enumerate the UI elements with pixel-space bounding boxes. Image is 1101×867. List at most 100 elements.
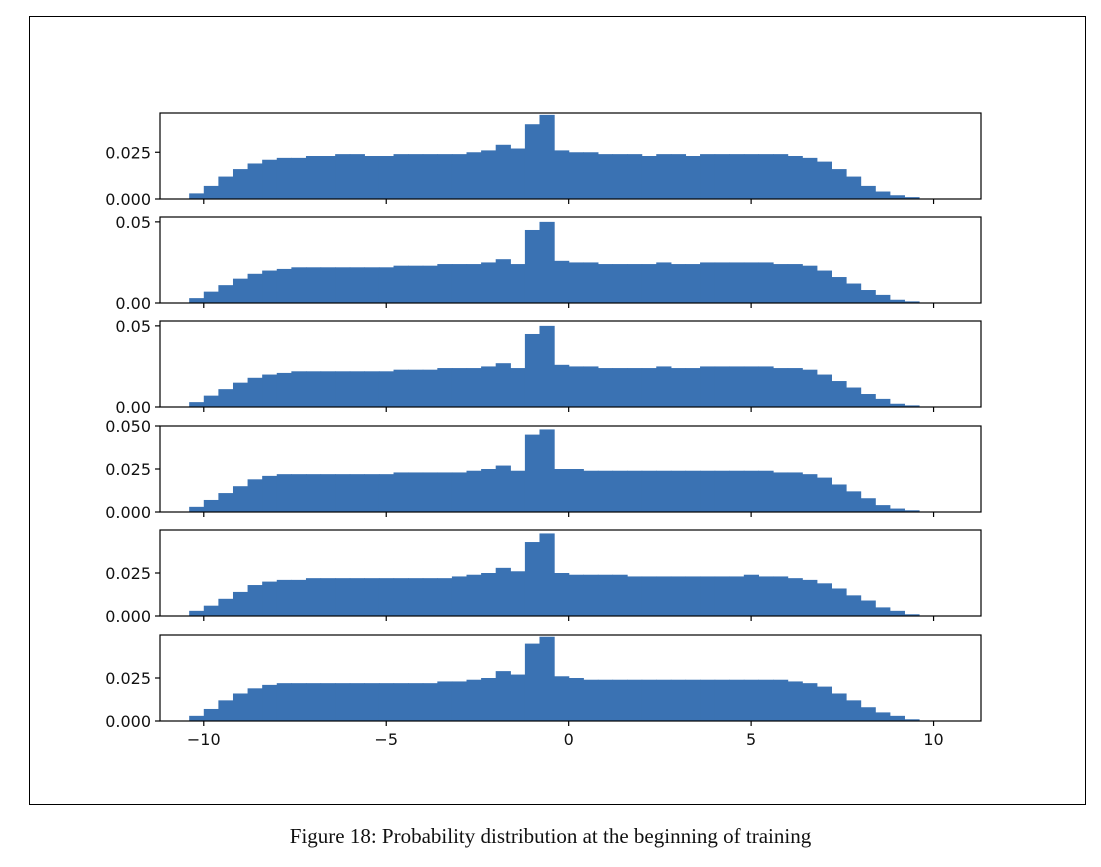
histogram-bar xyxy=(247,163,263,199)
histogram-bar xyxy=(612,679,628,721)
histogram-bar xyxy=(189,193,205,199)
histogram-bar xyxy=(232,382,249,407)
histogram-bar xyxy=(627,154,643,199)
histogram-bar xyxy=(495,363,511,407)
histogram-bar xyxy=(554,573,570,616)
y-tick-label: 0.00 xyxy=(115,294,151,313)
x-tick-label: −5 xyxy=(374,730,398,749)
histogram-bar xyxy=(758,154,774,199)
histogram-bar xyxy=(845,491,862,512)
histogram-bar xyxy=(597,574,614,616)
histogram-bar xyxy=(860,707,876,721)
histogram-bar xyxy=(291,474,307,512)
histogram-bar xyxy=(524,124,541,199)
histogram-bar xyxy=(670,154,687,199)
y-tick-label: 0.000 xyxy=(105,607,151,626)
histogram-bar xyxy=(189,715,205,721)
y-tick-label: 0.025 xyxy=(105,564,151,583)
histogram-bar xyxy=(787,264,803,303)
histogram-bar xyxy=(408,154,424,199)
histogram-bar xyxy=(860,290,876,303)
histogram-bar xyxy=(481,678,497,721)
histogram-bar xyxy=(758,366,774,407)
histogram-bar xyxy=(305,474,322,512)
histogram-bar xyxy=(758,576,774,616)
histogram-bar xyxy=(685,264,701,303)
histogram-bar xyxy=(802,474,818,512)
histogram-bar xyxy=(875,607,891,616)
histogram-bar xyxy=(393,472,409,512)
histogram-bar xyxy=(860,498,876,512)
histogram-bar xyxy=(700,154,716,199)
histogram-bar xyxy=(554,150,570,199)
histogram-bar xyxy=(714,154,730,199)
histogram-bar xyxy=(554,364,570,407)
histogram-bar xyxy=(422,472,438,512)
histogram-bar xyxy=(393,154,409,199)
histogram-bar xyxy=(510,470,526,512)
histogram-bar xyxy=(218,700,234,721)
histogram-bar xyxy=(393,265,409,303)
histogram-bar xyxy=(845,176,862,199)
histogram-bar xyxy=(729,154,745,199)
histogram-bar xyxy=(422,578,438,616)
y-tick-label: 0.05 xyxy=(115,317,151,336)
histogram-bar xyxy=(583,470,599,512)
histogram-bar xyxy=(539,114,555,199)
histogram-bar xyxy=(495,465,511,512)
histogram-bar xyxy=(364,371,380,407)
histogram-bar xyxy=(568,678,584,721)
histogram-bar xyxy=(627,679,643,721)
axes-frame xyxy=(159,216,982,304)
histogram-bar xyxy=(904,614,920,616)
histogram-bar xyxy=(860,394,876,407)
histogram-bar xyxy=(422,683,438,721)
histogram-bar xyxy=(524,542,541,616)
histogram-bar xyxy=(291,371,307,407)
histogram-bar xyxy=(524,434,541,512)
histogram-bar xyxy=(802,265,818,303)
histogram-bar xyxy=(466,152,482,199)
histogram-bar xyxy=(276,268,292,303)
histogram-bar xyxy=(408,369,424,407)
y-tick-label: 0.000 xyxy=(105,503,151,522)
panel-3: 0.00 0.05 xyxy=(115,317,982,417)
panel-6: −10 −5 0 5 10 0.000 0.025 xyxy=(105,634,982,749)
histogram-bar xyxy=(451,472,468,512)
histogram-bar xyxy=(758,679,774,721)
histogram-bar xyxy=(247,479,263,512)
histogram-bar xyxy=(262,581,278,616)
histogram-bar xyxy=(378,578,395,616)
histogram-bar xyxy=(481,573,497,616)
histogram-bar xyxy=(422,369,438,407)
histogram-bar xyxy=(495,671,511,721)
y-tick-label: 0.025 xyxy=(105,460,151,479)
histogram-bar xyxy=(729,576,745,616)
histogram-bar xyxy=(773,576,789,616)
histogram-bar xyxy=(218,598,234,616)
histogram-bar xyxy=(787,681,803,721)
histogram-bar xyxy=(831,277,847,303)
histogram-bar xyxy=(656,470,672,512)
histogram-bar xyxy=(510,674,526,721)
histogram-bar xyxy=(466,574,482,616)
histogram-bar xyxy=(612,574,628,616)
histogram-bar xyxy=(641,470,657,512)
histogram-bar xyxy=(627,264,643,303)
histogram-bar xyxy=(262,475,278,512)
histogram-bar xyxy=(481,150,497,199)
histogram-bar xyxy=(700,679,716,721)
x-tick-label: 5 xyxy=(746,730,756,749)
histogram-bar xyxy=(524,229,541,303)
histogram-bar xyxy=(422,154,438,199)
histogram-bar xyxy=(349,267,365,303)
histogram-bar xyxy=(378,683,395,721)
histogram-bar xyxy=(539,533,555,616)
histogram-bar xyxy=(816,477,832,512)
histogram-bar xyxy=(612,264,628,303)
histogram-bar xyxy=(597,470,614,512)
histogram-bar xyxy=(743,574,760,616)
histogram-bar xyxy=(437,368,453,407)
histogram-bar xyxy=(378,267,395,303)
histogram-bar xyxy=(656,679,672,721)
